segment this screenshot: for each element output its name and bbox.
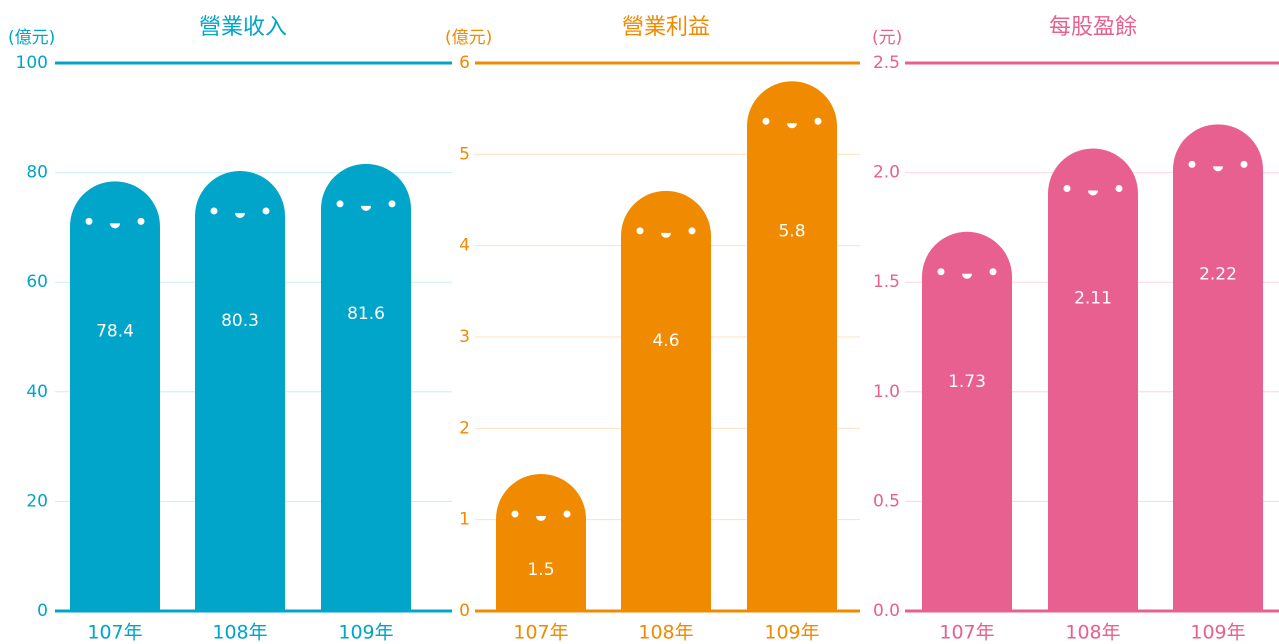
bar-eye: [1063, 184, 1071, 192]
y-tick-label: 6: [459, 53, 470, 73]
data-label: 81.6: [347, 304, 385, 324]
y-axis-label: (元): [872, 28, 902, 48]
x-tick-label: 107年: [87, 622, 142, 644]
bar: [922, 231, 1012, 611]
bar-smile: [1213, 166, 1223, 172]
bar-eye: [937, 268, 945, 276]
x-tick-label: 107年: [939, 622, 994, 644]
y-axis-label: (億元): [8, 28, 55, 48]
bar-smile: [787, 123, 797, 129]
y-tick-label: 100: [16, 53, 48, 73]
chart: 每股盈餘 (元) 0.0 0.5 1.0 1.5 2.0 2.5 1.73 107年 2.11 108…: [872, 15, 1279, 644]
y-tick-label: 2.0: [873, 163, 900, 183]
bar-smile: [235, 212, 245, 218]
y-axis-label: (億元): [445, 28, 492, 48]
bar: [496, 474, 586, 611]
bar-eye: [688, 227, 696, 235]
y-tick-label: 0.0: [873, 601, 900, 621]
y-tick-label: 0: [459, 601, 470, 621]
chart-title: 營業收入: [199, 15, 287, 40]
bar-eye: [563, 510, 571, 518]
y-tick-label: 0: [37, 601, 48, 621]
y-tick-label: 2: [459, 418, 470, 438]
bar-eye: [989, 268, 997, 276]
x-tick-label: 108年: [212, 622, 267, 644]
bar: [70, 181, 160, 612]
data-label: 2.11: [1074, 288, 1112, 308]
chart: 營業利益 (億元) 0 1 2 3 4 5 6 1.5 107年 4.6 108年 5.8 109年: [445, 15, 860, 644]
bar: [621, 190, 711, 611]
y-tick-label: 3: [459, 327, 470, 347]
chart-title: 每股盈餘: [1049, 15, 1137, 40]
data-label: 78.4: [96, 321, 134, 341]
data-label: 2.22: [1199, 264, 1237, 284]
bar-smile: [110, 223, 120, 229]
y-tick-label: 1.0: [873, 382, 900, 402]
bar-smile: [661, 232, 671, 238]
chart: 營業收入 (億元) 0 20 40 60 80 100 78.4 107年 80.3 108年 81.6…: [8, 15, 452, 644]
data-label: 1.5: [527, 560, 554, 580]
x-tick-label: 109年: [338, 622, 393, 644]
y-tick-label: 4: [459, 236, 470, 256]
bar-eye: [336, 200, 344, 208]
data-label: 4.6: [652, 331, 679, 351]
y-tick-label: 40: [26, 382, 48, 402]
chart-title: 營業利益: [622, 15, 710, 40]
bar-eye: [814, 117, 822, 125]
y-tick-label: 1.5: [873, 272, 900, 292]
y-tick-label: 5: [459, 144, 470, 164]
bar-eye: [762, 117, 770, 125]
x-tick-label: 108年: [1065, 622, 1120, 644]
bar-smile: [361, 205, 371, 211]
bar-smile: [962, 273, 972, 279]
bar-eye: [85, 217, 93, 225]
y-tick-label: 20: [26, 491, 48, 511]
bar-smile: [536, 516, 546, 521]
bar-eye: [262, 207, 270, 215]
bar-eye: [636, 227, 644, 235]
data-label: 5.8: [778, 221, 805, 241]
data-label: 1.73: [948, 372, 986, 392]
data-label: 80.3: [221, 311, 259, 331]
bar-eye: [511, 510, 519, 518]
bar-eye: [137, 217, 145, 225]
bar: [1048, 148, 1138, 611]
bar: [321, 163, 411, 611]
y-tick-label: 60: [26, 272, 48, 292]
x-tick-label: 109年: [1190, 622, 1245, 644]
bar: [195, 170, 285, 611]
bar: [747, 81, 837, 612]
y-tick-label: 1: [459, 510, 470, 530]
x-tick-label: 109年: [764, 622, 819, 644]
bar-eye: [388, 200, 396, 208]
y-tick-label: 2.5: [873, 53, 900, 73]
bar-smile: [1088, 190, 1098, 196]
bar-eye: [210, 207, 218, 215]
y-tick-label: 0.5: [873, 491, 900, 511]
x-tick-label: 108年: [638, 622, 693, 644]
bar-eye: [1188, 160, 1196, 168]
y-tick-label: 80: [26, 163, 48, 183]
x-tick-label: 107年: [513, 622, 568, 644]
bar: [1173, 124, 1263, 611]
bar-eye: [1240, 160, 1248, 168]
bar-eye: [1115, 184, 1123, 192]
